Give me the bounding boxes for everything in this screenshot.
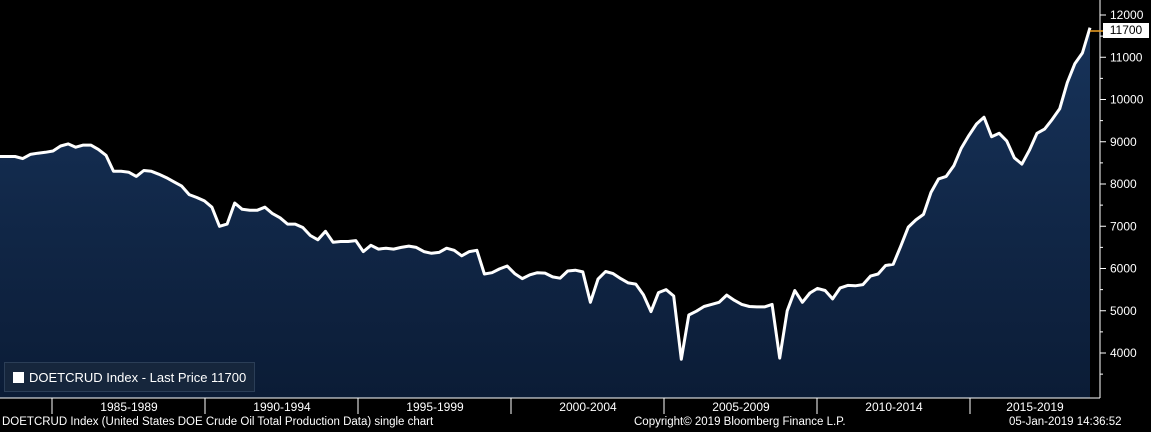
last-value-label: 11700 bbox=[1103, 23, 1149, 38]
x-tick-label: 2010-2014 bbox=[865, 400, 923, 414]
y-tick-label: 4000 bbox=[1110, 346, 1137, 360]
x-tick-label: 1995-1999 bbox=[406, 400, 464, 414]
y-tick-label: 11000 bbox=[1110, 50, 1143, 64]
x-tick-label: 1985-1989 bbox=[100, 400, 158, 414]
footer-description: DOETCRUD Index (United States DOE Crude … bbox=[2, 416, 434, 428]
x-ticks: 1985-1989 1990-1994 1995-1999 2000-2004 2005… bbox=[51, 398, 1064, 414]
series-line bbox=[0, 27, 1092, 361]
legend-label: DOETCRUD Index - Last Price 11700 bbox=[29, 369, 247, 385]
y-tick-label: 12000 bbox=[1110, 8, 1144, 22]
x-tick-label: 2000-2004 bbox=[559, 400, 617, 414]
y-tick-label: 7000 bbox=[1110, 219, 1137, 233]
y-ticks: 4000 5000 6000 7000 8000 9000 10000 11000 12000 bbox=[1100, 8, 1144, 375]
legend-swatch bbox=[13, 371, 24, 383]
y-tick-label: 10000 bbox=[1110, 93, 1144, 107]
x-tick-label: 2015-2019 bbox=[1006, 400, 1064, 414]
series-area bbox=[0, 27, 1090, 398]
x-tick-label: 1990-1994 bbox=[253, 400, 311, 414]
y-tick-label: 6000 bbox=[1110, 262, 1137, 276]
y-tick-label: 5000 bbox=[1110, 304, 1137, 318]
y-tick-label: 9000 bbox=[1110, 135, 1137, 149]
footer: DOETCRUD Index (United States DOE Crude … bbox=[0, 414, 1151, 432]
y-tick-label: 8000 bbox=[1110, 177, 1137, 191]
x-tick-label: 2005-2009 bbox=[712, 400, 770, 414]
footer-copyright: Copyright© 2019 Bloomberg Finance L.P. bbox=[634, 416, 846, 428]
legend: DOETCRUD Index - Last Price 11700 bbox=[4, 362, 256, 392]
footer-timestamp: 05-Jan-2019 14:36:52 bbox=[1009, 416, 1122, 428]
